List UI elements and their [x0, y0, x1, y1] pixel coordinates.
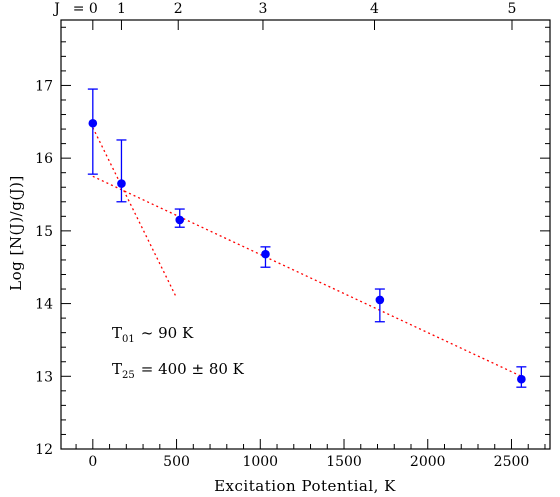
- x-tick-label: 2000: [410, 454, 446, 470]
- t01-prefix: T: [112, 324, 122, 342]
- t25-subscript: 25: [122, 370, 135, 381]
- data-point: [88, 118, 98, 128]
- top-tick-label: 3: [259, 1, 268, 17]
- top-tick-label: 2: [174, 1, 183, 17]
- data-point: [517, 374, 526, 384]
- fit-lines: [92, 127, 522, 377]
- x-tick-label: 1000: [242, 454, 278, 470]
- fit-line: [92, 127, 178, 299]
- x-tick-label: 500: [163, 454, 190, 470]
- x-tick-label: 2500: [494, 454, 530, 470]
- t01-subscript: 01: [122, 334, 135, 345]
- t01-annotation: T01 ~ 90 K: [112, 324, 194, 345]
- data-points: [87, 88, 527, 388]
- top-tick-label: 1: [117, 1, 126, 17]
- data-point-group: [174, 208, 185, 228]
- data-point: [117, 179, 126, 188]
- x-tick-label: 0: [88, 454, 97, 470]
- x-axis-title: Excitation Potential, K: [214, 477, 396, 495]
- y-tick-label: 16: [35, 151, 53, 167]
- x-tick-label: 1500: [326, 454, 362, 470]
- data-point-group: [87, 88, 98, 175]
- data-point-group: [116, 139, 127, 203]
- y-tick-label: 13: [35, 369, 53, 385]
- y-tick-label: 12: [35, 442, 53, 458]
- data-point: [375, 295, 385, 305]
- data-point-group: [374, 288, 385, 323]
- plot-frame: [60, 19, 551, 450]
- t25-annotation: T25 = 400 ± 80 K: [112, 360, 245, 381]
- t25-value: = 400 ± 80 K: [141, 360, 245, 378]
- t25-prefix: T: [112, 360, 122, 378]
- data-point-group: [260, 246, 271, 268]
- top-tick-label: 5: [508, 1, 517, 17]
- data-point: [175, 215, 185, 225]
- y-axis-title: Log [N(J)/g(J)]: [7, 175, 25, 291]
- top-axis-label: J: [52, 1, 60, 17]
- axis-ticks: [61, 20, 550, 450]
- t01-value: ~ 90 K: [141, 324, 194, 342]
- data-point-group: [516, 366, 527, 388]
- data-point: [261, 249, 270, 259]
- top-tick-label: = 0: [73, 1, 98, 17]
- y-tick-label: 17: [35, 78, 53, 94]
- y-tick-label: 14: [35, 297, 53, 313]
- top-tick-label: 4: [370, 1, 379, 17]
- fit-line: [92, 175, 522, 377]
- y-tick-label: 15: [35, 224, 53, 240]
